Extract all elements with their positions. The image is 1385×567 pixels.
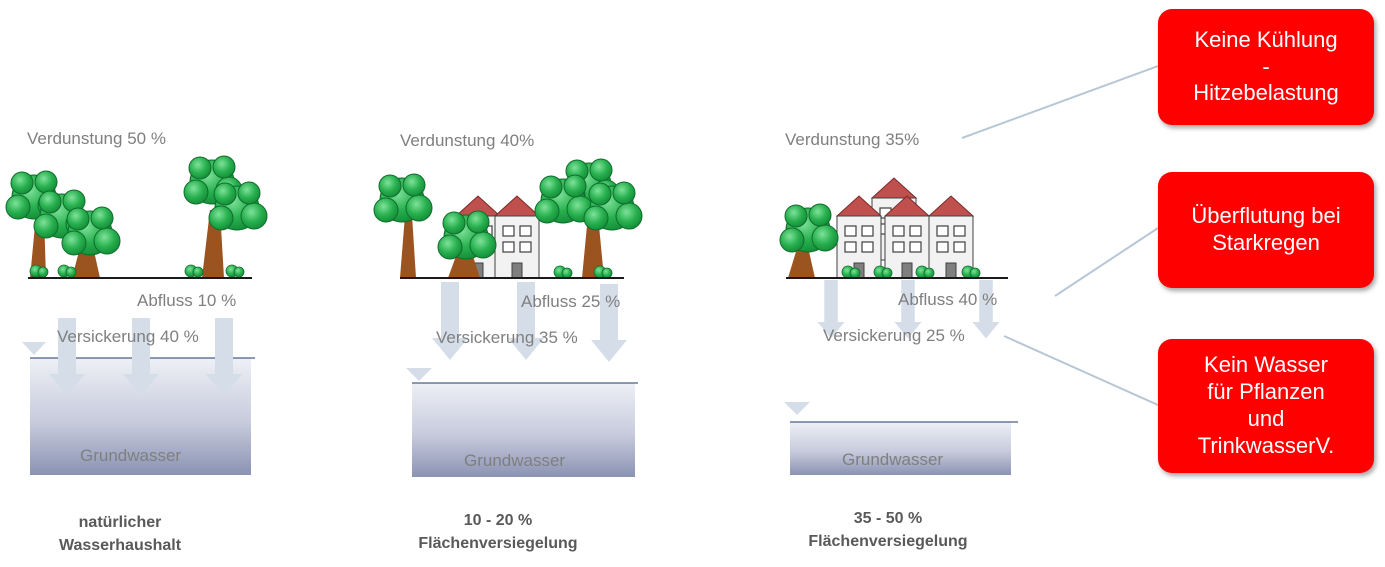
evaporation-label: Verdunstung 50 % [27, 129, 166, 148]
connector-line [961, 65, 1159, 139]
tree-crown [583, 181, 643, 231]
infiltration-label: Versickerung 25 % [823, 326, 965, 345]
callout-line: - [1262, 53, 1270, 79]
groundwater-label: Grundwasser [464, 451, 566, 470]
runoff-label: Abfluss 25 % [521, 292, 621, 311]
house [928, 195, 974, 279]
scene-sealing-35-50 [779, 177, 1018, 475]
bush [57, 264, 77, 278]
infiltration-label: Versickerung 40 % [57, 327, 199, 346]
water-level-marker [22, 342, 46, 355]
tree-trunk [788, 245, 815, 278]
callout-line: für Pflanzen [1207, 379, 1325, 405]
callout-heat: Keine Kühlung - Hitzebelastung [1158, 9, 1374, 125]
bush [184, 264, 204, 278]
scene-caption: natürlicher Wasserhaushalt [40, 511, 200, 557]
infiltration-label: Versickerung 35 % [436, 328, 578, 347]
scene-caption: 10 - 20 % Flächenversiegelung [398, 509, 598, 555]
tree-crown [61, 206, 121, 256]
caption-line: natürlicher [78, 514, 162, 531]
callout-line: Kein Wasser [1204, 352, 1328, 378]
tree-crown [779, 203, 839, 253]
callout-line: Keine Kühlung [1194, 26, 1338, 52]
callout-line: TrinkwasserV. [1197, 432, 1335, 458]
tree-trunk [582, 215, 604, 278]
groundwater-body [790, 422, 1011, 475]
bush [553, 265, 573, 279]
bush [961, 265, 981, 279]
callout-line: und [1247, 406, 1285, 431]
tree-crown [437, 210, 497, 260]
water-level-marker [406, 368, 432, 381]
tree-crown [208, 181, 268, 231]
callout-flooding: Überflutung bei Starkregen [1158, 172, 1374, 288]
caption-line: Flächenversiegelung [808, 533, 968, 551]
scene-sealing-10-20 [373, 158, 643, 477]
groundwater-body [412, 383, 635, 477]
connector-line [1054, 227, 1159, 297]
bush [593, 265, 613, 279]
evaporation-label: Verdunstung 35% [785, 130, 920, 149]
scene-natural [5, 155, 268, 475]
water-level-marker [784, 402, 810, 415]
groundwater-label: Grundwasser [842, 450, 944, 469]
tree-trunk [400, 215, 416, 278]
callout-line: Überflutung bei [1191, 203, 1341, 229]
house [494, 195, 540, 279]
callout-line: Hitzebelastung [1193, 80, 1339, 106]
caption-line: 10 - 20 % [463, 512, 533, 529]
caption-line: Wasserhaushalt [58, 537, 182, 555]
callout-line: Starkregen [1212, 230, 1320, 255]
infiltration-arrow [432, 282, 468, 360]
caption-line: Flächenversiegelung [418, 535, 578, 553]
connector-line [1003, 335, 1159, 406]
runoff-label: Abfluss 40 % [898, 290, 998, 309]
evaporation-label: Verdunstung 40% [400, 131, 535, 150]
infiltration-arrow [972, 280, 1000, 339]
callout-water-shortage: Kein Wasser für Pflanzen und Trinkwasser… [1158, 339, 1374, 473]
bush [225, 264, 245, 278]
groundwater-label: Grundwasser [80, 446, 182, 465]
runoff-label: Abfluss 10 % [137, 291, 237, 310]
scene-caption: 35 - 50 % Flächenversiegelung [788, 507, 988, 553]
caption-line: 35 - 50 % [853, 510, 923, 527]
tree-crown [373, 173, 433, 223]
